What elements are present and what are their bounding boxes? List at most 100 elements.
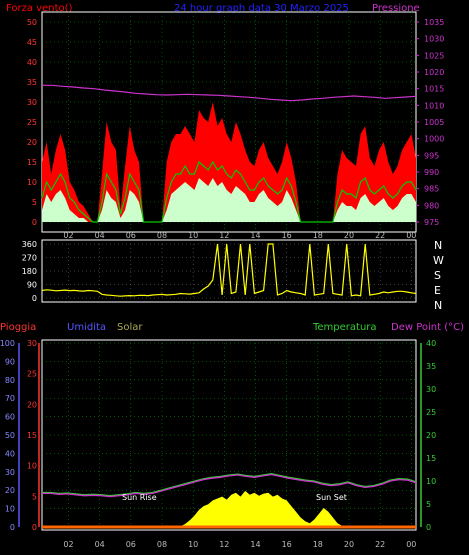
wind-x-tick: 12 xyxy=(219,231,229,240)
temp-x-tick: 02 xyxy=(63,540,73,549)
dir-label-n-bottom: N xyxy=(434,299,442,312)
wind-axis-label: Forza vento() xyxy=(6,3,73,14)
temperature-y-tick: 40 xyxy=(426,339,436,348)
wind-y-tick: 10 xyxy=(27,178,37,187)
pressure-y-tick: 980 xyxy=(424,201,439,210)
wind-x-tick: 02 xyxy=(63,231,73,240)
humidity-y-tick: 10 xyxy=(27,462,37,471)
temperature-y-axis: 0 5 10 15 20 25 30 35 40 xyxy=(420,339,436,532)
temperature-line xyxy=(42,472,417,497)
temp-x-tick: 00 xyxy=(406,540,416,549)
humidity-y-tick: 0 xyxy=(32,523,37,532)
pressure-y-tick: 1025 xyxy=(424,51,444,60)
solar-label: Solar xyxy=(117,322,143,333)
direction-y-tick: 0 xyxy=(32,294,37,303)
wind-x-tick: 20 xyxy=(344,231,354,240)
wind-x-tick: 10 xyxy=(188,231,198,240)
rain-y-tick: 30 xyxy=(5,468,15,477)
pressure-y-axis: 975 980 985 990 995 1000 1005 1010 1015 1020 1025 1… xyxy=(416,18,444,227)
dir-label-e: E xyxy=(434,284,441,297)
direction-y-axis: 0 90 180 270 360 xyxy=(22,240,37,303)
dew-point-label: Dew Point (°C) xyxy=(391,322,464,333)
rain-y-tick: 50 xyxy=(5,431,15,440)
wind-y-tick: 40 xyxy=(27,58,37,67)
wind-x-tick: 16 xyxy=(282,231,292,240)
temp-series xyxy=(42,472,417,529)
pressure-line xyxy=(42,84,417,102)
humidity-y-tick: 5 xyxy=(32,492,37,501)
wind-x-tick: 06 xyxy=(126,231,136,240)
temp-x-tick: 16 xyxy=(282,540,292,549)
temperature-y-tick: 35 xyxy=(426,362,436,371)
temperature-y-tick: 0 xyxy=(426,523,431,532)
wind-y-axis: 0 5 10 15 20 25 30 35 40 45 50 xyxy=(27,18,37,227)
wind-y-tick: 15 xyxy=(27,158,37,167)
wind-y-tick: 25 xyxy=(27,118,37,127)
wind-y-tick: 20 xyxy=(27,138,37,147)
temp-x-tick: 08 xyxy=(157,540,167,549)
direction-y-tick: 270 xyxy=(22,254,37,263)
wind-y-tick: 5 xyxy=(32,198,37,207)
wind-x-tick: 04 xyxy=(95,231,105,240)
wind-y-tick: 45 xyxy=(27,38,37,47)
temp-x-tick: 14 xyxy=(250,540,260,549)
temp-x-axis: 02 04 06 08 10 12 14 16 18 20 22 00 xyxy=(63,540,416,549)
humidity-label: Umidita xyxy=(67,322,106,333)
wind-x-tick: 00 xyxy=(406,231,416,240)
temperature-y-tick: 10 xyxy=(426,477,436,486)
pressure-y-tick: 1010 xyxy=(424,101,444,110)
temp-x-tick: 18 xyxy=(313,540,323,549)
pressure-y-tick: 975 xyxy=(424,218,439,227)
rain-y-tick: 40 xyxy=(5,449,15,458)
solar-area xyxy=(42,490,416,527)
temperature-y-tick: 15 xyxy=(426,454,436,463)
pressure-y-tick: 1030 xyxy=(424,35,444,44)
dir-label-w: W xyxy=(433,254,444,267)
temperature-label: Temperatura xyxy=(312,322,377,333)
rain-y-tick: 20 xyxy=(5,486,15,495)
pressure-y-tick: 1020 xyxy=(424,68,444,77)
chart-title: 24 hour graph data 30 Marzo 2025 xyxy=(174,3,349,14)
temperature-y-tick: 5 xyxy=(426,500,431,509)
wind-gust-area xyxy=(42,102,416,222)
wind-x-tick: 22 xyxy=(375,231,385,240)
direction-y-tick: 90 xyxy=(27,281,37,290)
pressure-axis-label: Pressione xyxy=(372,3,420,14)
sun-rise-label: Sun Rise xyxy=(122,493,157,502)
rain-y-tick: 70 xyxy=(5,394,15,403)
wind-avg-line xyxy=(41,160,417,223)
pressure-y-tick: 995 xyxy=(424,151,439,160)
pressure-y-tick: 1015 xyxy=(424,85,444,94)
wind-y-tick: 30 xyxy=(27,98,37,107)
direction-panel-grid xyxy=(42,243,416,299)
temperature-y-tick: 20 xyxy=(426,431,436,440)
temperature-y-tick: 30 xyxy=(426,385,436,394)
rain-y-tick: 90 xyxy=(5,357,15,366)
pressure-y-tick: 1000 xyxy=(424,135,444,144)
wind-series xyxy=(41,84,417,223)
wind-x-axis: 02 04 06 08 10 12 14 16 18 20 22 00 xyxy=(63,231,416,240)
sun-set-label: Sun Set xyxy=(316,493,347,502)
humidity-y-tick: 25 xyxy=(27,370,37,379)
direction-y-tick: 360 xyxy=(22,240,37,249)
temp-x-tick: 12 xyxy=(219,540,229,549)
rain-label: Pioggia xyxy=(0,322,36,333)
pressure-y-tick: 1035 xyxy=(424,18,444,27)
temp-x-tick: 10 xyxy=(188,540,198,549)
dir-label-n-top: N xyxy=(434,239,442,252)
wind-x-tick: 18 xyxy=(313,231,323,240)
humidity-y-axis: 0 5 10 15 20 25 30 xyxy=(27,339,40,532)
rain-y-tick: 0 xyxy=(10,523,15,532)
direction-y-tick: 180 xyxy=(22,267,37,276)
dir-label-s: S xyxy=(434,269,441,282)
direction-line xyxy=(41,243,417,297)
wind-low-area xyxy=(42,178,416,222)
temp-x-tick: 20 xyxy=(344,540,354,549)
wind-y-tick: 50 xyxy=(27,18,37,27)
temperature-y-tick: 25 xyxy=(426,408,436,417)
rain-y-tick: 100 xyxy=(0,339,15,348)
pressure-y-tick: 985 xyxy=(424,185,439,194)
humidity-y-tick: 20 xyxy=(27,400,37,409)
